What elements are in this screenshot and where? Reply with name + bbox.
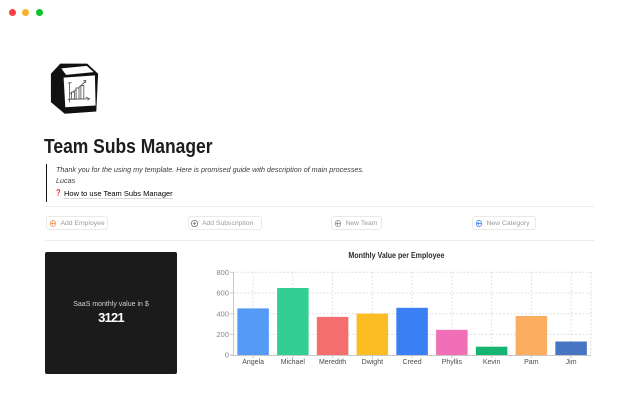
- svg-text:400: 400: [216, 309, 229, 318]
- svg-text:800: 800: [216, 268, 229, 277]
- svg-text:Dwight: Dwight: [362, 359, 383, 366]
- svg-text:Meredith: Meredith: [319, 359, 346, 366]
- svg-text:0: 0: [225, 351, 229, 360]
- svg-text:Kevin: Kevin: [483, 359, 501, 366]
- svg-text:Creed: Creed: [403, 359, 422, 366]
- svg-text:Pam: Pam: [524, 359, 539, 366]
- svg-text:600: 600: [216, 289, 229, 298]
- svg-text:Angela: Angela: [242, 359, 264, 366]
- svg-text:Michael: Michael: [281, 359, 306, 366]
- svg-text:Phyllis: Phyllis: [442, 359, 463, 366]
- svg-text:Monthly Value per Employee: Monthly Value per Employee: [348, 250, 444, 260]
- svg-text:Jim: Jim: [566, 359, 577, 366]
- svg-text:200: 200: [216, 330, 229, 339]
